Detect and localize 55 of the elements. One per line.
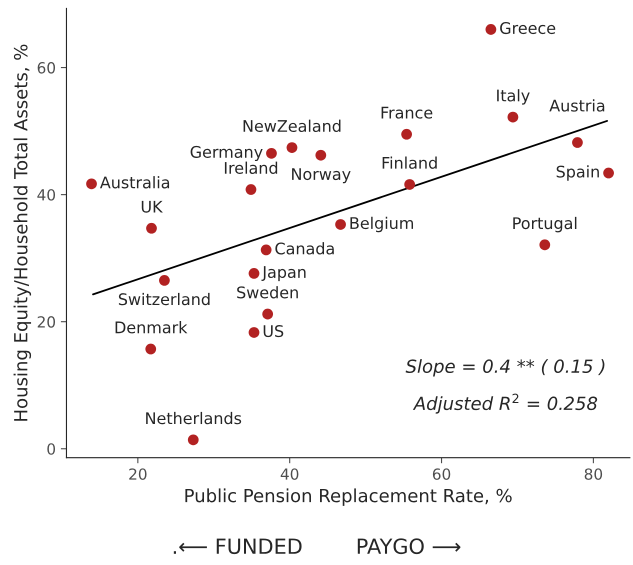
x-tick-label: 60 [432, 468, 450, 480]
annotation: Ireland [224, 162, 278, 174]
annotation: Adjusted R$^{2}$ = 0.258 [412, 394, 598, 414]
annotation: Denmark [116, 321, 188, 334]
point [262, 308, 274, 320]
annotation: Austria [549, 99, 604, 112]
annotation: Sweden [237, 286, 298, 298]
annotation: Belgium [350, 216, 414, 232]
point [86, 178, 97, 190]
point [248, 327, 260, 338]
x-axis-title: Public Pension Replacement Rate, % [185, 488, 512, 506]
text: .⟵ FUNDED PAYGO ⟶ [174, 538, 460, 554]
annotation: NewZealand [244, 120, 340, 132]
point [286, 142, 298, 153]
annotation: Japan [262, 266, 306, 282]
point [248, 268, 260, 279]
point [145, 344, 156, 354]
annotation: Norway [292, 168, 351, 184]
annotation: Switzerland [118, 292, 210, 306]
point [401, 128, 412, 140]
y-axis-title: Housing Equity/Household Total Assets, % [14, 44, 32, 421]
point [603, 168, 614, 178]
annotation: France [382, 106, 432, 119]
point [539, 239, 550, 250]
point [315, 150, 326, 161]
point [266, 148, 277, 159]
y-tick-label: 40 [37, 189, 56, 201]
y-tick-label: 60 [38, 62, 56, 74]
annotation: Australia [100, 176, 170, 188]
annotation: Finland [382, 156, 437, 169]
x-tick-label: 80 [584, 468, 602, 480]
point [146, 222, 157, 234]
annotation: UK [142, 200, 163, 213]
x-tick-label: 40 [280, 468, 298, 480]
point [188, 434, 199, 446]
point [260, 244, 272, 256]
point [404, 179, 416, 190]
annotation: Spain [556, 165, 599, 181]
point [486, 24, 496, 35]
annotation: Portugal [513, 216, 576, 232]
y-tick-label: 0 [47, 443, 56, 455]
annotation: US [264, 325, 284, 338]
annotation: Canada [275, 242, 334, 255]
annotation: Slope = 0.4 ** ( 0.15 ) [406, 359, 604, 377]
annotation: Germany [190, 146, 263, 162]
annotation: Italy [497, 89, 530, 105]
x-tick-label: 20 [129, 468, 147, 480]
annotation: Greece [500, 22, 556, 34]
point [572, 137, 583, 148]
point [335, 219, 346, 230]
point [508, 112, 518, 122]
annotation: Netherlands [146, 412, 242, 424]
y-tick-label: 20 [38, 316, 56, 328]
point [246, 184, 256, 195]
point [159, 275, 170, 286]
